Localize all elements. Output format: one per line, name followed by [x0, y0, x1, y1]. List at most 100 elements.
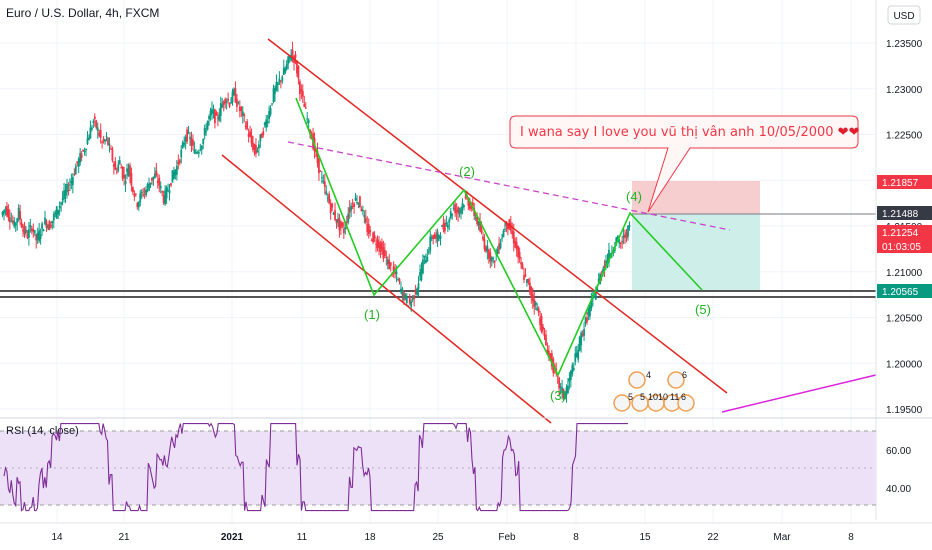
candle-body [616, 236, 619, 240]
candle-body [572, 368, 575, 370]
candle-body [104, 139, 106, 142]
candle-body [521, 264, 524, 270]
candle-body [190, 138, 193, 146]
candle-body [347, 213, 350, 223]
chart-title: Euro / U.S. Dollar, 4h, FXCM [6, 6, 159, 20]
trend-line-dashed[interactable] [287, 141, 731, 231]
candle-body [23, 225, 26, 235]
candle-body [474, 217, 477, 219]
candle-body [45, 221, 48, 228]
candle-body [282, 67, 285, 75]
candle-body [348, 207, 351, 213]
elliott-wave-path[interactable] [295, 97, 703, 377]
time-axis-ticks: 14 21 2021 11 18 25 Feb 8 15 22 Mar 8 [51, 532, 854, 543]
candle-body [145, 189, 147, 196]
candle-body [13, 220, 16, 227]
rsi-title: RSI (14, close) [6, 425, 79, 437]
candle-body [124, 181, 127, 184]
usd-label: USD [893, 11, 914, 22]
candle-body [271, 103, 273, 105]
candle-body [464, 197, 467, 199]
candle-body [212, 110, 215, 113]
candle-body [297, 66, 300, 79]
candle-body [140, 192, 143, 194]
candle-body [319, 170, 322, 172]
candle-body [277, 82, 279, 85]
candle-body [4, 208, 7, 210]
candle-body [230, 101, 232, 104]
candle-body [386, 259, 389, 265]
channel-lower-line[interactable] [221, 154, 552, 424]
candle-body [170, 183, 172, 186]
price-tag-label: 01:03:05 [882, 242, 921, 253]
candle-body [115, 171, 118, 173]
price-tick-label: 1.22500 [886, 131, 923, 142]
candle-body [543, 334, 546, 336]
candle-body [363, 215, 366, 218]
candle-body [234, 88, 237, 103]
candle-body [530, 286, 533, 298]
candle-body [411, 295, 414, 300]
candle-body [458, 210, 461, 213]
candle-body [143, 191, 146, 193]
price-tag-label: 1.21254 [882, 228, 919, 239]
channel-upper-line[interactable] [267, 38, 728, 394]
candle-body [211, 108, 213, 114]
candle-body [489, 252, 492, 262]
candle-body [514, 240, 517, 248]
trend-line-magenta[interactable] [721, 373, 881, 413]
candle-body [448, 219, 451, 223]
event-count: 10 [648, 392, 658, 402]
event-flag-icon[interactable] [613, 394, 631, 412]
callout-annotation[interactable]: I wana say I love you vũ thị vân anh 10/… [509, 115, 860, 213]
candle-body [246, 121, 249, 130]
rsi-pane: RSI (14, close) 60.00 40.00 [0, 417, 932, 512]
candle-body [461, 202, 464, 208]
candle-body [398, 278, 401, 282]
candle-body [373, 235, 376, 238]
time-tick-label: 11 [297, 532, 308, 543]
candle-body [414, 289, 417, 294]
candle-body [354, 197, 357, 201]
time-tick-label: 25 [432, 532, 444, 543]
candle-body [89, 127, 92, 139]
candle-body [621, 240, 624, 243]
usd-button[interactable]: USD [887, 5, 921, 25]
economic-events[interactable]: 4 6 5 5 10 10 11 6 [613, 370, 695, 412]
candle-body [624, 235, 626, 238]
candle-body [504, 228, 506, 230]
candle-body [445, 222, 448, 225]
candle-body [257, 144, 260, 149]
candle-body [33, 230, 36, 234]
candle-body [238, 106, 241, 112]
candle-body [420, 268, 423, 280]
candle-body [584, 317, 587, 324]
candle-body [222, 101, 225, 105]
candle-body [564, 392, 566, 399]
candle-body [25, 229, 27, 233]
candle-body [49, 224, 52, 228]
candle-body [146, 184, 149, 187]
candle-body [111, 148, 114, 161]
candle-body [41, 223, 43, 229]
candle-body [329, 204, 332, 214]
candle-body [404, 294, 407, 299]
event-flag-icon[interactable] [667, 371, 685, 389]
candle-body [506, 224, 509, 229]
time-tick-label: 2021 [221, 532, 244, 543]
event-flag-icon[interactable] [628, 371, 646, 389]
price-tag [877, 284, 932, 298]
candle-body [288, 55, 291, 58]
candle-body [180, 149, 183, 158]
candle-body [102, 138, 105, 141]
candle-body [334, 210, 336, 220]
candle-body [199, 149, 202, 151]
candle-body [17, 208, 20, 220]
candle-body [233, 89, 235, 95]
candle-body [231, 91, 234, 103]
take-profit-zone [632, 214, 760, 290]
candle-body [80, 153, 83, 158]
event-flag-icon[interactable] [677, 394, 695, 412]
candle-body [156, 180, 159, 184]
